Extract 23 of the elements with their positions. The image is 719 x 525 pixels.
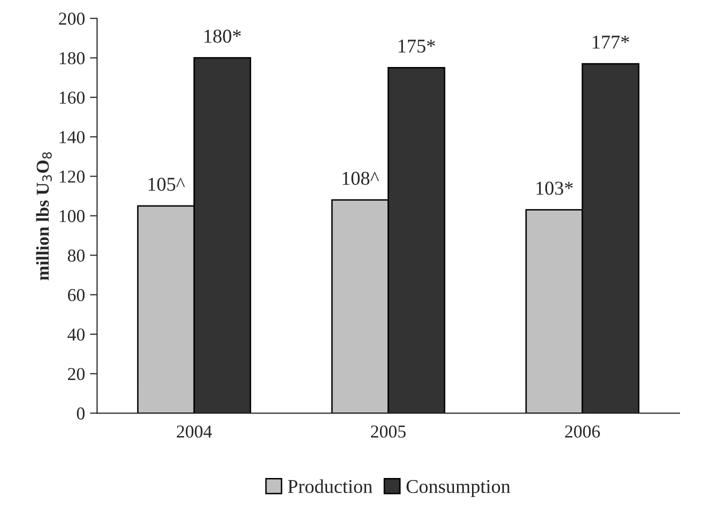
x-tick-label: 2004: [176, 426, 212, 438]
y-tick-label: 180: [60, 52, 85, 64]
y-tick-label: 100: [60, 210, 85, 222]
y-axis-title: million lbs U$_{3}$O$_{8}$: [36, 152, 52, 280]
data-label: 175*: [398, 40, 435, 53]
y-tick-label: 20: [68, 368, 85, 380]
y-tick-label: 60: [68, 288, 85, 302]
legend-label: Consumption: [406, 480, 510, 497]
y-tick-label: 40: [68, 328, 85, 341]
data-label: 105^: [148, 178, 185, 191]
data-label: 108^: [342, 172, 379, 185]
y-tick-label: 0: [76, 407, 85, 420]
x-tick-label: 2005: [370, 426, 406, 438]
y-tick-label: 80: [68, 250, 85, 262]
y-tick-label: 160: [60, 92, 85, 104]
y-tick-label: 200: [58, 12, 85, 25]
legend-label: Production: [288, 479, 372, 494]
data-label: 177*: [592, 36, 630, 49]
x-tick-label: 2006: [565, 426, 600, 438]
y-tick-label: 120: [60, 170, 85, 183]
y-tick-label: 140: [60, 131, 85, 144]
data-label: 103*: [536, 182, 573, 195]
data-label: 180*: [204, 30, 241, 43]
